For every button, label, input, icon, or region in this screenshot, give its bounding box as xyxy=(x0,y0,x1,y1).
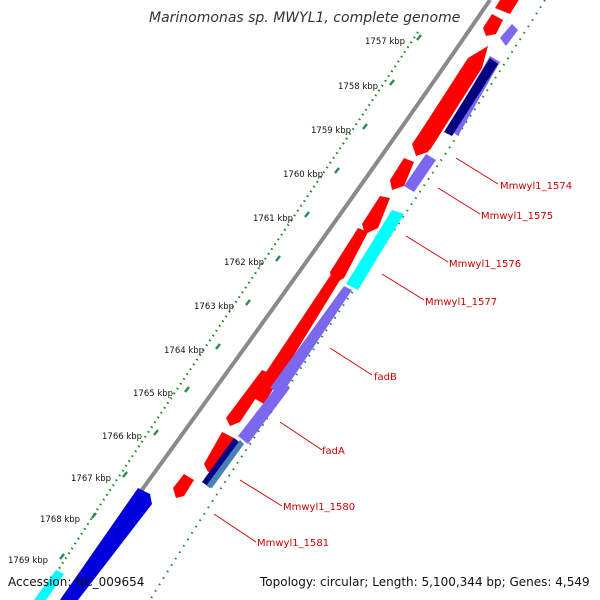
gene-label[interactable]: Mmwyl1_1575 xyxy=(481,211,553,222)
topology-summary: Topology: circular; Length: 5,100,344 bp… xyxy=(259,575,590,589)
kbp-tick-mark xyxy=(304,211,310,218)
gene-labels: Mmwyl1_1574 Mmwyl1_1575 Mmwyl1_1576 Mmwyl1_… xyxy=(257,181,572,549)
kbp-tick-mark xyxy=(184,386,190,393)
gene-arrow-forward[interactable] xyxy=(412,124,440,156)
gene-label[interactable]: Mmwyl1_1577 xyxy=(425,297,497,308)
kbp-tick-label: 1765 kbp xyxy=(133,389,173,399)
kbp-tick-label: 1764 kbp xyxy=(164,346,204,356)
gene-label[interactable]: Mmwyl1_1576 xyxy=(449,259,521,270)
kbp-tick-mark xyxy=(362,123,368,130)
forward-strand-genes xyxy=(173,0,520,498)
accession-text: Accession: NC_009654 xyxy=(8,575,144,589)
leader-line xyxy=(279,421,323,451)
gene-arrow-reverse[interactable] xyxy=(500,24,518,46)
kbp-tick-mark xyxy=(416,34,422,41)
kbp-tick-mark xyxy=(245,299,251,306)
gene-arrow-reverse[interactable] xyxy=(206,440,244,488)
gene-arrow-forward[interactable] xyxy=(60,488,152,600)
leader-line xyxy=(213,513,257,543)
kbp-tick-mark xyxy=(153,429,159,436)
gene-arrow-reverse[interactable] xyxy=(238,382,290,444)
kbp-tick-mark xyxy=(275,255,281,262)
kbp-tick-mark xyxy=(389,79,395,86)
gene-label[interactable]: Mmwyl1_1580 xyxy=(283,502,355,513)
gene-arrow-forward[interactable] xyxy=(226,370,272,426)
kbp-tick-mark xyxy=(122,471,128,478)
kbp-tick-label: 1759 kbp xyxy=(311,126,351,136)
kbp-tick-label: 1761 kbp xyxy=(253,214,293,224)
gene-leader-lines xyxy=(213,157,499,543)
gene-arrow-forward[interactable] xyxy=(495,0,520,14)
kbp-labels: 1757 kbp 1758 kbp 1759 kbp 1760 kbp 1761 kbp… xyxy=(8,34,422,566)
kbp-tick-mark xyxy=(91,512,97,519)
gene-arrow-forward[interactable] xyxy=(330,228,368,285)
map-title: Marinomonas sp. MWYL1, complete genome xyxy=(149,10,460,26)
kbp-tick-mark xyxy=(334,167,340,174)
leader-line xyxy=(405,235,449,263)
kbp-tick-label: 1767 kbp xyxy=(71,474,111,484)
gene-arrow-forward[interactable] xyxy=(415,46,488,150)
leader-line xyxy=(381,273,425,301)
gene-arrow-reverse[interactable] xyxy=(404,154,436,192)
gene-arrow-forward[interactable] xyxy=(390,158,414,190)
gene-label[interactable]: Mmwyl1_1574 xyxy=(500,181,572,192)
gene-arrow-reverse[interactable] xyxy=(346,210,404,290)
gene-label[interactable]: Mmwyl1_1581 xyxy=(257,538,329,549)
gene-arrow-reverse[interactable] xyxy=(34,570,64,600)
kbp-tick-label: 1769 kbp xyxy=(8,556,48,566)
kbp-tick-label: 1766 kbp xyxy=(102,432,142,442)
kbp-tick-mark xyxy=(215,343,221,350)
leader-line xyxy=(329,347,373,376)
kbp-tick-label: 1763 kbp xyxy=(194,302,234,312)
gene-label[interactable]: fadA xyxy=(322,446,345,457)
gene-arrow-forward[interactable] xyxy=(362,196,390,234)
reverse-strand-genes xyxy=(34,24,518,600)
gene-arrow-forward[interactable] xyxy=(483,14,503,36)
kbp-tick-label: 1758 kbp xyxy=(338,82,378,92)
gene-arrow-forward[interactable] xyxy=(204,432,234,472)
gene-arrow-reverse[interactable] xyxy=(270,286,352,394)
kbp-tick-label: 1768 kbp xyxy=(40,515,80,525)
gene-arrow-forward[interactable] xyxy=(250,276,340,404)
gene-arrow-reverse[interactable] xyxy=(444,58,498,136)
kbp-tick-label: 1757 kbp xyxy=(365,37,405,47)
gene-label[interactable]: fadB xyxy=(374,372,397,383)
kbp-tick-label: 1760 kbp xyxy=(283,170,323,180)
kbp-tick-label: 1762 kbp xyxy=(224,258,264,268)
leader-line xyxy=(455,157,499,185)
kbp-tick-mark xyxy=(59,553,65,560)
gene-arrow-forward[interactable] xyxy=(173,474,194,498)
gene-arrow-reverse[interactable] xyxy=(202,438,242,488)
leader-line xyxy=(239,479,283,507)
leader-line xyxy=(437,187,481,215)
